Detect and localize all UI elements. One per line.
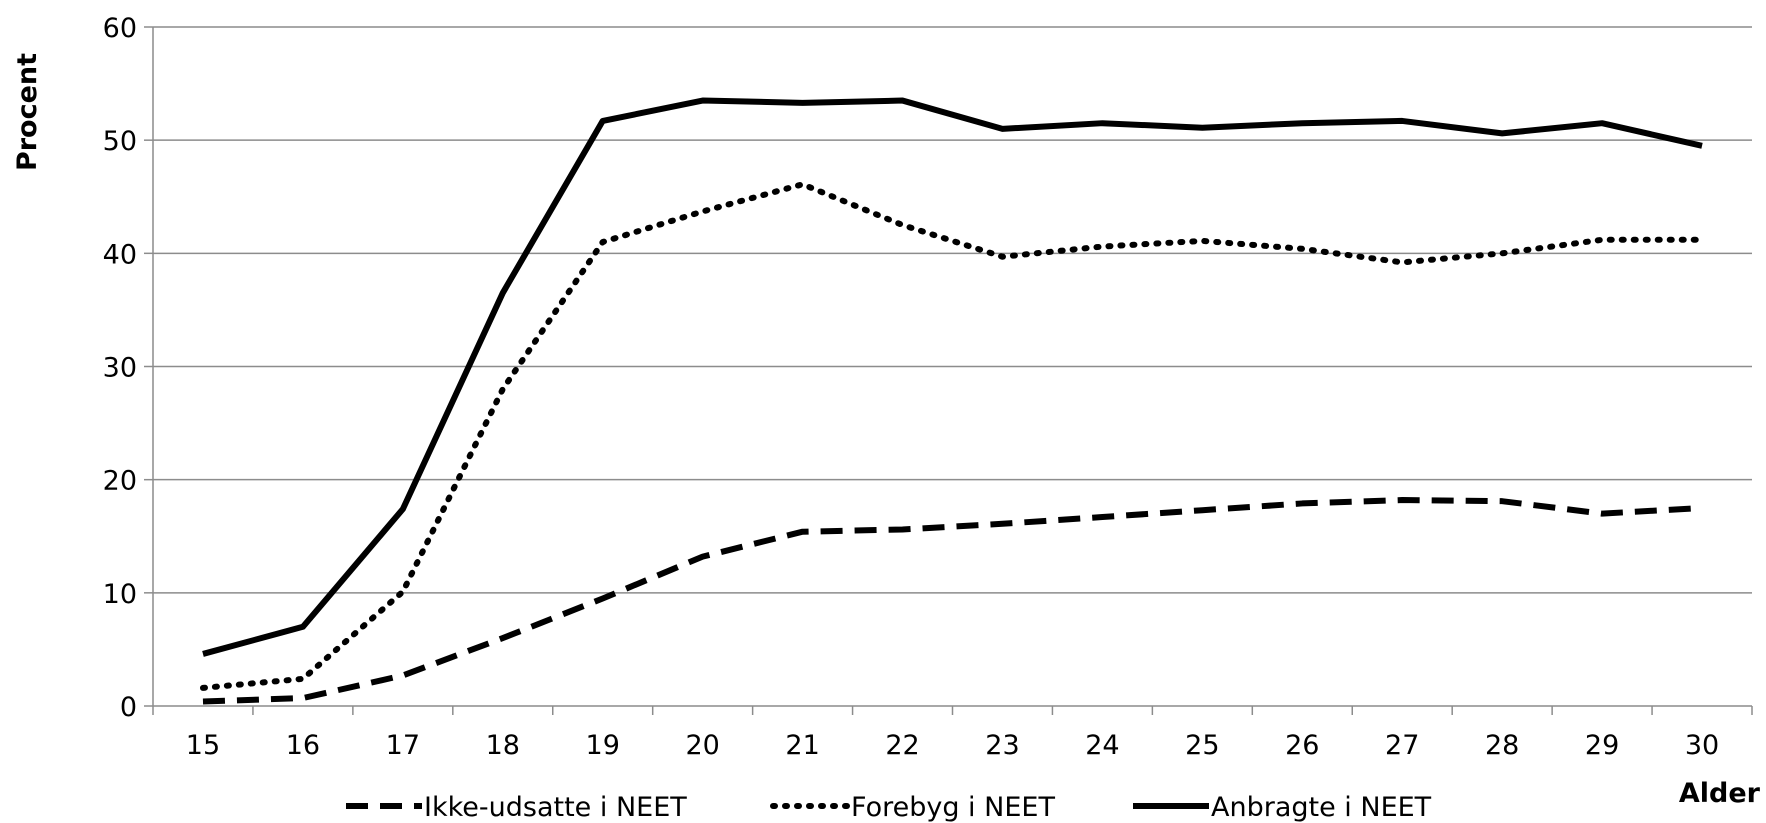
series-lines [199, 97, 1706, 705]
x-tick-label: 17 [386, 730, 420, 761]
x-axis-title: Alder [1679, 778, 1761, 809]
axes [144, 26, 1753, 715]
legend-label-3: Anbragte i NEET [1211, 792, 1432, 823]
x-tick-label: 19 [586, 730, 620, 761]
y-tick-label: 50 [103, 126, 137, 157]
x-tick-labels: 15 16 17 18 19 20 21 22 23 24 25 26 27 28 29 30 [186, 730, 1719, 761]
x-tick-label: 27 [1385, 730, 1419, 761]
x-tick-label: 16 [286, 730, 320, 761]
x-tick-label: 20 [685, 730, 719, 761]
y-tick-label: 60 [103, 13, 137, 44]
x-tick-label: 21 [785, 730, 819, 761]
series-line-1 [202, 497, 1703, 705]
x-tick-label: 25 [1185, 730, 1219, 761]
series-line-3 [202, 97, 1703, 657]
y-tick-label: 30 [103, 353, 137, 384]
y-axis-title: Procent [12, 53, 43, 171]
x-tick-label: 23 [985, 730, 1019, 761]
x-tick-label: 26 [1285, 730, 1319, 761]
series-line-2 [199, 181, 1706, 691]
x-tick-label: 15 [186, 730, 220, 761]
y-tick-labels: 0 10 20 30 40 50 60 [103, 13, 137, 723]
y-tick-label: 10 [103, 579, 137, 610]
legend-label-2: Forebyg i NEET [851, 792, 1055, 823]
legend: Ikke-udsatte i NEET Forebyg i NEET Anbragt… [346, 792, 1432, 823]
y-tick-label: 40 [103, 239, 137, 270]
y-tick-label: 0 [120, 692, 137, 723]
legend-label-1: Ikke-udsatte i NEET [424, 792, 687, 823]
y-tick-label: 20 [103, 466, 137, 497]
x-tick-label: 30 [1685, 730, 1719, 761]
x-tick-label: 24 [1085, 730, 1119, 761]
x-tick-label: 18 [486, 730, 520, 761]
x-tick-label: 22 [885, 730, 919, 761]
x-tick-label: 29 [1585, 730, 1619, 761]
x-tick-label: 28 [1485, 730, 1519, 761]
